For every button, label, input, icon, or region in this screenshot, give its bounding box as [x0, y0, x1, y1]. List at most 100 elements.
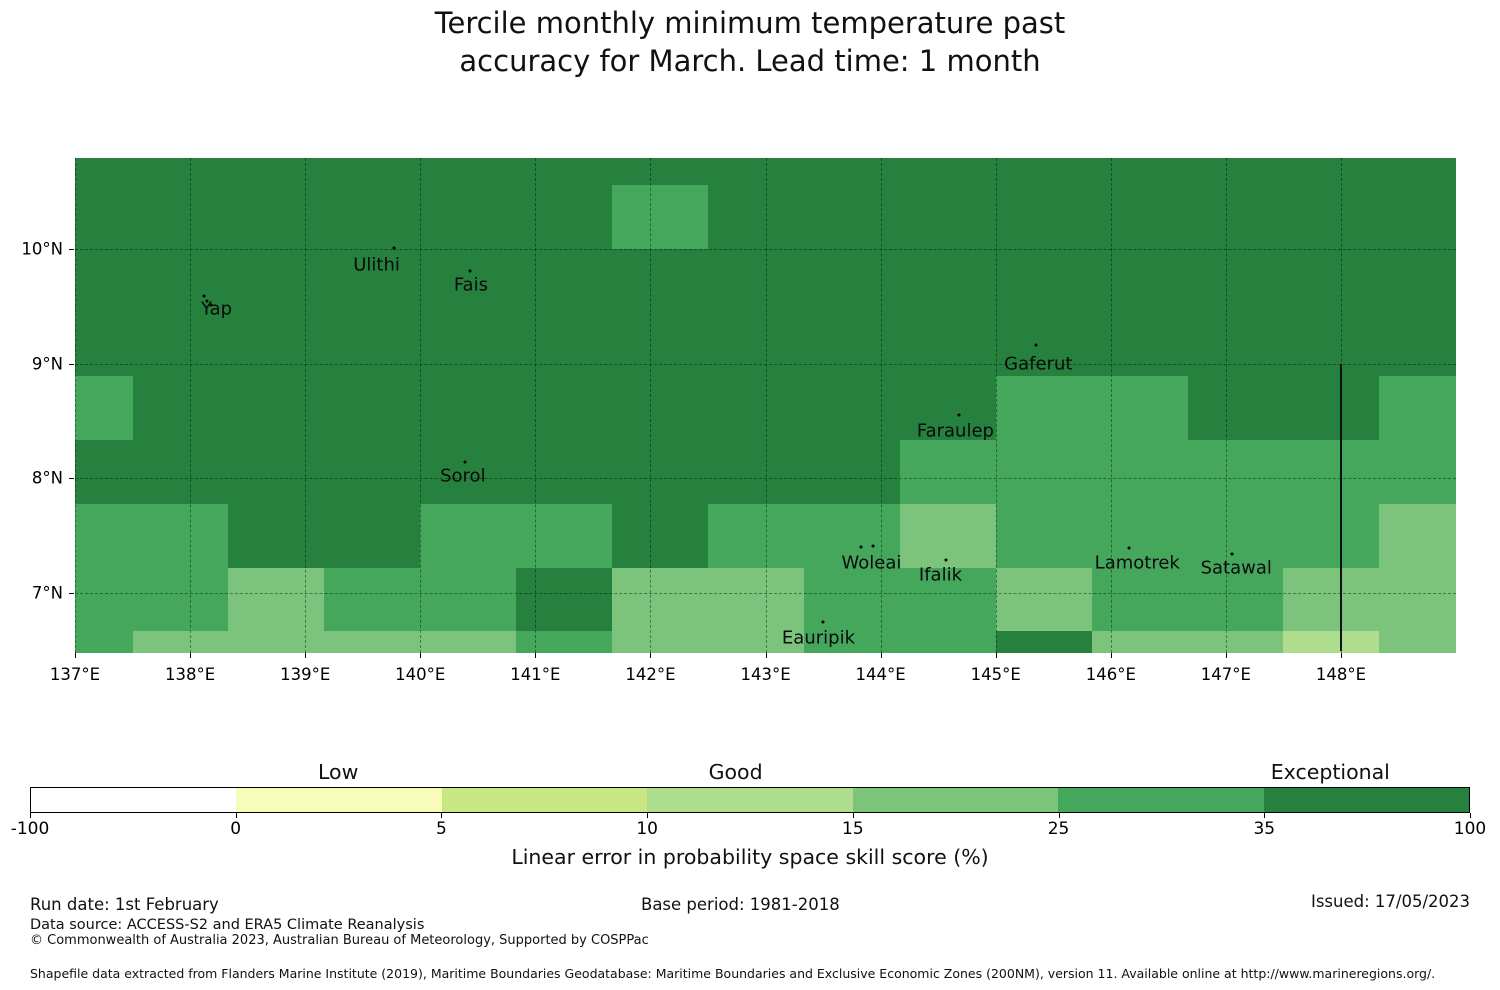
map-cell — [324, 567, 421, 632]
map-cell — [995, 249, 1093, 314]
island-marker-dot — [859, 545, 863, 549]
y-axis-tick-label: 10°N — [21, 239, 63, 259]
map-cell — [899, 376, 997, 441]
map-cell — [324, 185, 421, 250]
issued-date-text: Issued: 17/05/2023 — [1310, 892, 1470, 911]
map-cell — [995, 440, 1093, 505]
map-cell — [1091, 376, 1189, 441]
map-cell — [324, 249, 421, 314]
map-cell — [803, 567, 901, 632]
map-cell — [1283, 503, 1380, 569]
colorbar-axis-label: Linear error in probability space skill … — [511, 845, 989, 869]
map-cell — [228, 440, 325, 505]
island-marker-dot — [468, 269, 472, 273]
map-cell — [707, 503, 805, 569]
meridian-gridline — [1110, 158, 1112, 653]
meridian-gridline — [535, 158, 537, 653]
y-axis-tick-label: 8°N — [31, 468, 63, 488]
map-cell — [1091, 503, 1189, 569]
map-cell — [1187, 158, 1285, 186]
map-cell — [132, 376, 229, 441]
shapefile-note-text: Shapefile data extracted from Flanders M… — [30, 966, 1436, 981]
map-cell — [1283, 376, 1380, 441]
colorbar-segment — [441, 788, 648, 812]
meridian-gridline — [995, 158, 997, 653]
island-marker-dot — [871, 544, 875, 548]
colorbar-segment — [236, 788, 442, 812]
map-cell — [803, 440, 901, 505]
map-cell — [1187, 567, 1285, 632]
meridian-gridline — [1225, 158, 1227, 653]
map-cell — [75, 185, 134, 250]
map-cell — [420, 185, 517, 250]
map-cell — [75, 631, 134, 653]
map-cell — [420, 567, 517, 632]
map-cell — [420, 312, 517, 377]
map-cell — [516, 376, 613, 441]
map-cell — [899, 567, 997, 632]
map-cell — [324, 440, 421, 505]
x-axis-tick-label: 141°E — [510, 665, 561, 684]
parallel-gridline — [75, 478, 1456, 480]
map-cell — [420, 158, 517, 186]
map-cell — [803, 185, 901, 250]
island-marker-dot — [1230, 552, 1234, 556]
island-marker-dot — [1034, 343, 1038, 347]
x-axis-tickmark — [75, 653, 76, 658]
island-marker-dot — [957, 413, 961, 417]
map-cell — [1283, 312, 1380, 377]
map-cell — [612, 440, 709, 505]
x-axis-tick-label: 138°E — [164, 665, 216, 684]
map-cell — [899, 249, 997, 314]
map-cell — [995, 376, 1093, 441]
colorbar-tickmark — [852, 813, 854, 818]
map-cell — [612, 503, 709, 569]
map-cell — [803, 249, 901, 314]
colorbar-segment — [31, 788, 237, 812]
map-cell — [995, 631, 1093, 653]
colorbar-tickmark — [441, 813, 443, 818]
map-cell — [75, 376, 134, 441]
y-axis-tick-label: 7°N — [31, 583, 63, 603]
map-cell — [324, 631, 421, 653]
map-cell — [420, 440, 517, 505]
map-cell — [228, 503, 325, 569]
map-cell — [1283, 185, 1380, 250]
map-cell — [1283, 440, 1380, 505]
colorbar-tick-label: 10 — [636, 819, 658, 839]
map-cell — [132, 631, 229, 653]
x-axis-tick-label: 140°E — [395, 665, 446, 684]
parallel-gridline — [75, 249, 1456, 250]
map-cell — [420, 503, 517, 569]
map-cell — [228, 312, 325, 377]
colorbar — [30, 787, 1470, 813]
map-cell — [707, 440, 805, 505]
map-cell — [899, 503, 997, 569]
colorbar-segment — [1058, 788, 1264, 812]
colorbar-tick-label: 0 — [230, 819, 242, 839]
colorbar-tick-label: 35 — [1253, 819, 1276, 839]
map-cell — [132, 185, 229, 250]
map-cell — [899, 631, 997, 653]
map-cell — [803, 503, 901, 569]
map-cell — [228, 567, 325, 632]
map-cell — [228, 376, 325, 441]
x-axis-tick-label: 148°E — [1315, 665, 1367, 684]
x-axis-tickmark — [995, 653, 997, 658]
x-axis-tickmark — [190, 653, 192, 658]
map-cell — [612, 249, 709, 314]
map-cell — [1091, 440, 1189, 505]
map-cell — [1187, 376, 1285, 441]
map-cell — [707, 631, 805, 653]
x-axis-tickmark — [1110, 653, 1112, 658]
colorbar-tickmark — [235, 813, 237, 818]
x-axis-tick-label: 144°E — [855, 665, 906, 684]
map-cell — [1091, 312, 1189, 377]
island-label: Lamotrek — [1094, 552, 1180, 574]
map-cell — [132, 503, 229, 569]
map-cell — [612, 567, 709, 632]
map-cell — [420, 249, 517, 314]
eez-boundary-line — [1339, 363, 1342, 652]
parallel-gridline — [75, 363, 1456, 365]
colorbar-tickmark — [30, 813, 31, 818]
